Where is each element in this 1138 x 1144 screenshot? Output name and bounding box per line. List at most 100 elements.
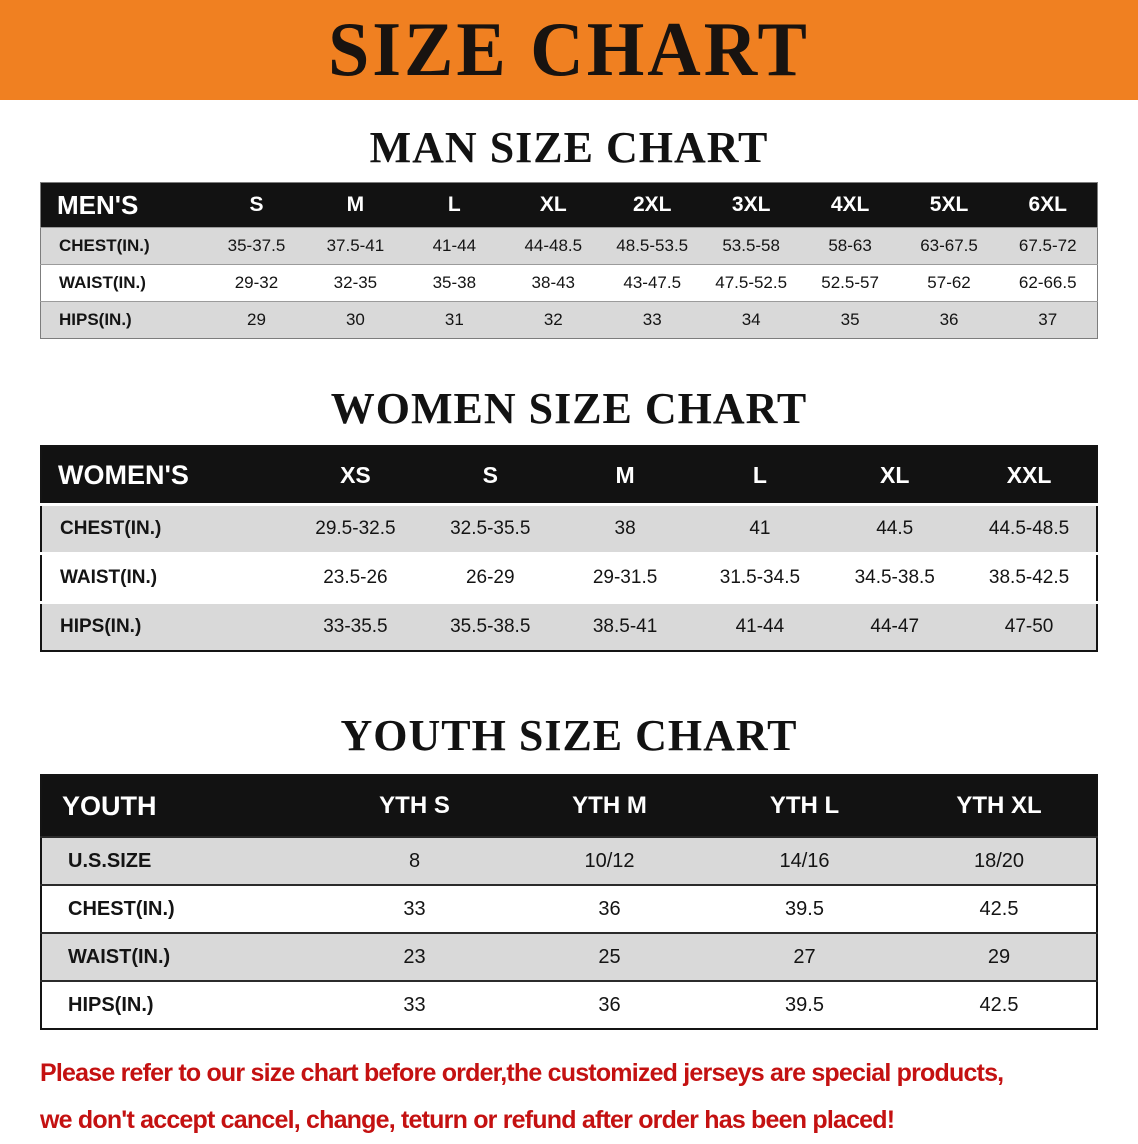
table-header-row: YOUTH YTH S YTH M YTH L YTH XL	[41, 775, 1097, 837]
men-section-title: MAN SIZE CHART	[369, 123, 769, 172]
value-cell: 42.5	[979, 993, 1019, 1016]
value-cell: 18/20	[973, 849, 1025, 872]
youth-size-table: YOUTH YTH S YTH M YTH L YTH XL U.S.SIZE 8 10/12…	[40, 774, 1098, 1030]
value-cell: 52.5-57	[821, 273, 879, 292]
value-cell: 37	[1038, 310, 1058, 329]
value-cell: 26-29	[465, 567, 515, 588]
women-size-table: WOMEN'S XS S M L XL XXL CHEST(IN.) 29.5-32.5 32.5…	[40, 445, 1098, 652]
size-header-cell: 5XL	[899, 182, 999, 228]
row-label-cell: CHEST(IN.)	[60, 518, 162, 539]
men-size-table: MEN'S S M L XL 2XL 3XL 4XL 5XL 6XL CHEST(IN.) 35-37…	[40, 182, 1098, 339]
size-header-cell: S	[422, 446, 558, 505]
value-cell: 23.5-26	[323, 567, 388, 588]
size-header-cell: YTH XL	[902, 775, 1097, 837]
value-cell: 38	[614, 518, 636, 539]
table-row: WAIST(IN.) 29-32 32-35 35-38 38-43 43-47.5 47.…	[40, 264, 1098, 302]
banner-title: SIZE CHART	[328, 6, 810, 94]
row-label-cell: HIPS(IN.)	[59, 310, 132, 329]
value-cell: 36	[598, 897, 621, 920]
row-label-cell: WAIST(IN.)	[68, 945, 171, 968]
value-cell: 31	[444, 310, 464, 329]
value-cell: 38.5-41	[592, 616, 658, 637]
value-cell: 36	[598, 993, 621, 1016]
value-cell: 44-47	[870, 616, 920, 637]
size-header-cell: 2XL	[602, 182, 702, 228]
value-cell: 32	[543, 310, 563, 329]
value-cell: 10/12	[584, 849, 635, 872]
value-cell: 33	[403, 897, 426, 920]
row-label-cell: HIPS(IN.)	[68, 993, 154, 1016]
value-cell: 57-62	[927, 273, 971, 292]
table-row: CHEST(IN.) 33 36 39.5 42.5	[41, 885, 1097, 933]
table-header-row: WOMEN'S XS S M L XL XXL	[41, 446, 1097, 505]
value-cell: 39.5	[785, 993, 824, 1016]
size-header-cell: 6XL	[998, 182, 1098, 228]
table-row: CHEST(IN.) 29.5-32.5 32.5-35.5 38 41 44.5 44.5…	[41, 504, 1097, 554]
value-cell: 32-35	[333, 273, 378, 292]
value-cell: 41-44	[735, 616, 785, 637]
table-row: CHEST(IN.) 35-37.5 37.5-41 41-44 44-48.5 48.5…	[40, 227, 1098, 265]
size-header-cell: 4XL	[800, 182, 900, 228]
size-header-cell: XL	[827, 446, 963, 505]
value-cell: 37.5-41	[326, 236, 385, 255]
value-cell: 29	[247, 310, 266, 329]
value-cell: 42.5	[979, 897, 1019, 920]
value-cell: 47-50	[1004, 616, 1054, 637]
value-cell: 31.5-34.5	[719, 567, 801, 588]
table-row: HIPS(IN.) 33-35.5 35.5-38.5 38.5-41 41-44 44-…	[41, 602, 1097, 651]
value-cell: 35	[840, 310, 860, 329]
value-cell: 35-38	[432, 273, 477, 292]
value-cell: 35-37.5	[227, 236, 286, 255]
youth-section-title: YOUTH SIZE CHART	[340, 711, 798, 760]
size-header-cell: XS	[288, 446, 423, 505]
value-cell: 44-48.5	[524, 236, 583, 255]
size-header-cell: XXL	[962, 446, 1097, 505]
row-label-cell: CHEST(IN.)	[59, 236, 150, 255]
value-cell: 30	[345, 310, 365, 329]
table-row: HIPS(IN.) 29 30 31 32 33 34 35 36 37	[40, 301, 1098, 339]
value-cell: 34.5-38.5	[854, 567, 935, 588]
value-cell: 23	[403, 945, 426, 968]
value-cell: 33	[642, 310, 662, 329]
value-cell: 38-43	[531, 273, 576, 292]
value-cell: 14/16	[779, 849, 830, 872]
value-cell: 29-31.5	[592, 567, 658, 588]
table-title-cell: WOMEN'S	[41, 446, 288, 505]
value-cell: 44.5-48.5	[988, 518, 1070, 539]
size-header-cell: YTH L	[707, 775, 902, 837]
value-cell: 38.5-42.5	[988, 567, 1070, 588]
row-label-cell: U.S.SIZE	[68, 849, 152, 872]
size-chart-banner: SIZE CHART	[0, 0, 1138, 100]
value-cell: 33-35.5	[323, 616, 388, 637]
value-cell: 63-67.5	[920, 236, 978, 255]
table-row: U.S.SIZE 8 10/12 14/16 18/20	[41, 837, 1097, 885]
value-cell: 43-47.5	[623, 273, 682, 292]
value-cell: 58-63	[828, 236, 872, 255]
row-label-cell: WAIST(IN.)	[59, 273, 146, 292]
size-header-cell: 3XL	[701, 182, 801, 228]
table-row: HIPS(IN.) 33 36 39.5 42.5	[41, 981, 1097, 1029]
footer-note-line1: Please refer to our size chart before or…	[40, 1059, 1004, 1087]
value-cell: 8	[408, 849, 421, 872]
value-cell: 32.5-35.5	[450, 518, 531, 539]
table-row: WAIST(IN.) 23 25 27 29	[41, 933, 1097, 981]
value-cell: 67.5-72	[1018, 236, 1077, 255]
table-title-cell: YOUTH	[41, 775, 317, 837]
value-cell: 25	[598, 945, 621, 968]
size-header-cell: S	[207, 182, 306, 228]
women-section-title: WOMEN SIZE CHART	[330, 384, 808, 433]
size-header-cell: M	[557, 446, 693, 505]
size-header-cell: YTH S	[317, 775, 512, 837]
value-cell: 41	[749, 518, 771, 539]
row-label-cell: CHEST(IN.)	[68, 897, 175, 920]
value-cell: 29-32	[234, 273, 279, 292]
footer-note: Please refer to our size chart before or…	[40, 1050, 1138, 1144]
value-cell: 34	[741, 310, 761, 329]
size-header-cell: L	[692, 446, 828, 505]
size-header-cell: M	[305, 182, 405, 228]
value-cell: 29	[987, 945, 1011, 968]
table-title-cell: MEN'S	[40, 182, 207, 228]
size-header-cell: XL	[503, 182, 603, 228]
value-cell: 27	[793, 945, 816, 968]
size-header-cell: YTH M	[512, 775, 707, 837]
